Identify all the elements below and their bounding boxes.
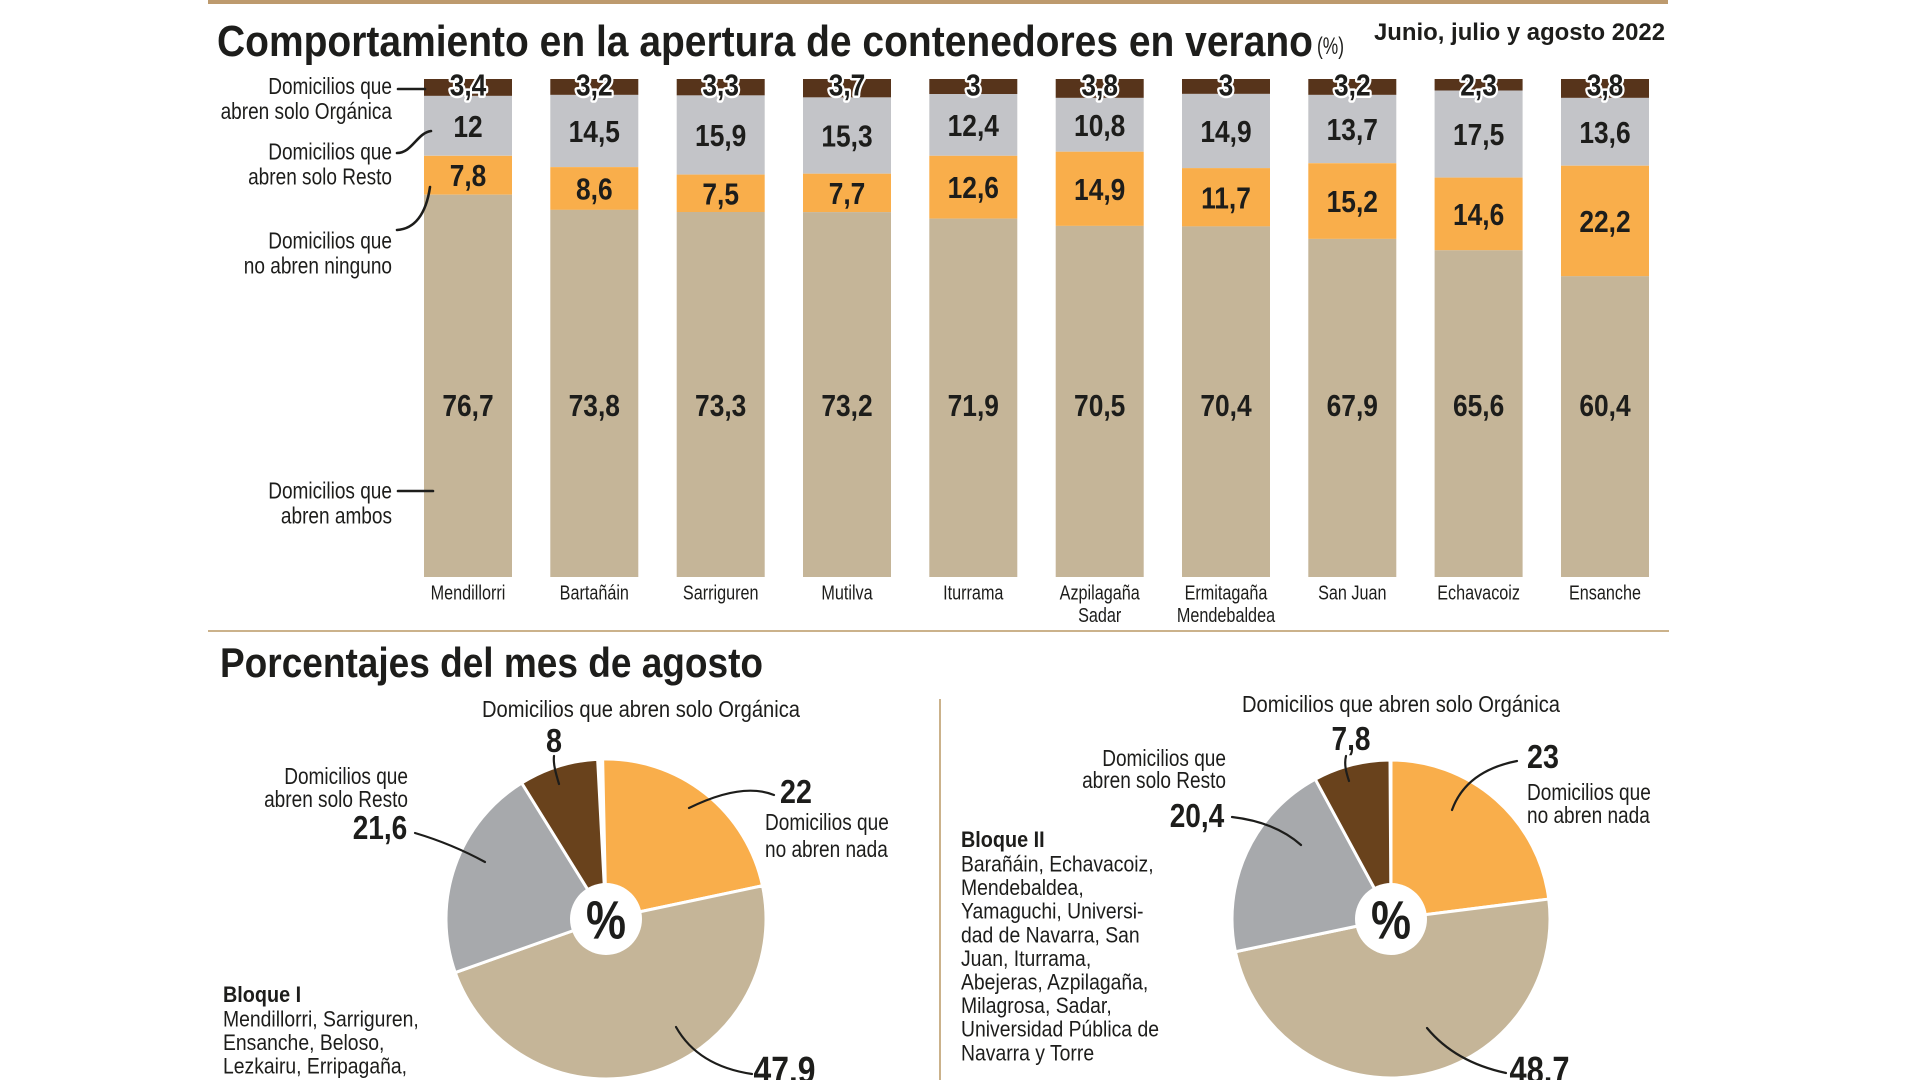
svg-text:2,3: 2,3 <box>1460 68 1497 103</box>
svg-text:Comportamiento en la apertura: Comportamiento en la apertura de contene… <box>217 17 1313 66</box>
svg-text:Junio, julio y agosto 2022: Junio, julio y agosto 2022 <box>1374 19 1665 46</box>
svg-text:13,6: 13,6 <box>1579 115 1630 150</box>
svg-text:Abejeras, Azpilagaña,: Abejeras, Azpilagaña, <box>961 970 1148 995</box>
svg-text:7,7: 7,7 <box>829 176 866 211</box>
svg-text:3,8: 3,8 <box>1081 68 1118 103</box>
svg-text:12: 12 <box>453 109 482 144</box>
svg-text:Domicilios que: Domicilios que <box>268 139 392 165</box>
svg-text:Lezkairu, Erripagaña,: Lezkairu, Erripagaña, <box>223 1054 407 1079</box>
svg-text:Bloque II: Bloque II <box>961 827 1045 852</box>
svg-text:73,3: 73,3 <box>695 388 746 423</box>
svg-text:Domicilios que: Domicilios que <box>284 763 408 789</box>
svg-text:Universidad Pública de: Universidad Pública de <box>961 1017 1159 1042</box>
svg-text:Domicilios que: Domicilios que <box>268 73 392 99</box>
svg-text:no abren nada: no abren nada <box>1527 802 1651 828</box>
svg-text:3,4: 3,4 <box>450 68 487 103</box>
svg-text:Mendillorri: Mendillorri <box>431 582 506 605</box>
svg-text:22,2: 22,2 <box>1579 204 1630 239</box>
svg-text:21,6: 21,6 <box>353 809 408 846</box>
svg-text:Navarra y Torre: Navarra y Torre <box>961 1040 1094 1065</box>
svg-text:Bloque I: Bloque I <box>223 982 301 1007</box>
svg-text:71,9: 71,9 <box>948 388 999 423</box>
svg-text:Domicilios que abren solo Orgá: Domicilios que abren solo Orgánica <box>482 696 801 722</box>
svg-text:Ensanche: Ensanche <box>1569 582 1641 605</box>
svg-text:Echavacoiz: Echavacoiz <box>1437 582 1520 605</box>
svg-text:65,6: 65,6 <box>1453 388 1504 423</box>
svg-text:8: 8 <box>546 722 562 759</box>
svg-text:Yamaguchi, Universi-: Yamaguchi, Universi- <box>961 899 1144 924</box>
svg-text:15,3: 15,3 <box>821 119 872 154</box>
svg-text:3,2: 3,2 <box>1334 68 1371 103</box>
svg-text:%: % <box>1371 891 1411 951</box>
svg-text:no abren ninguno: no abren ninguno <box>244 253 392 279</box>
svg-text:Ensanche, Beloso,: Ensanche, Beloso, <box>223 1030 384 1055</box>
svg-text:3,2: 3,2 <box>576 68 613 103</box>
svg-text:Azpilagaña: Azpilagaña <box>1060 582 1141 605</box>
svg-text:Bartañáin: Bartañáin <box>560 582 629 605</box>
svg-text:Mendebaldea,: Mendebaldea, <box>961 875 1084 900</box>
svg-text:abren solo Resto: abren solo Resto <box>248 164 392 190</box>
svg-text:3,7: 3,7 <box>829 68 866 103</box>
svg-text:12,6: 12,6 <box>948 170 999 205</box>
svg-text:7,5: 7,5 <box>702 176 739 211</box>
svg-text:10,8: 10,8 <box>1074 108 1125 143</box>
svg-text:abren solo Resto: abren solo Resto <box>1082 767 1226 793</box>
svg-text:70,5: 70,5 <box>1074 388 1125 423</box>
svg-text:7,8: 7,8 <box>1332 720 1371 757</box>
svg-text:Milagrosa, Sadar,: Milagrosa, Sadar, <box>961 993 1112 1018</box>
svg-text:Juan, Iturrama,: Juan, Iturrama, <box>961 946 1091 971</box>
svg-text:17,5: 17,5 <box>1453 117 1504 152</box>
svg-text:48,7: 48,7 <box>1510 1050 1570 1080</box>
svg-text:(%): (%) <box>1317 33 1344 60</box>
svg-text:22: 22 <box>780 773 812 810</box>
svg-text:Domicilios que: Domicilios que <box>1102 745 1226 771</box>
svg-text:Domicilios que: Domicilios que <box>268 228 392 254</box>
svg-text:Mendebaldea: Mendebaldea <box>1177 604 1276 627</box>
svg-text:15,9: 15,9 <box>695 118 746 153</box>
svg-text:%: % <box>586 891 626 951</box>
svg-text:3: 3 <box>1219 68 1234 103</box>
svg-text:11,7: 11,7 <box>1201 180 1251 215</box>
svg-text:7,8: 7,8 <box>450 158 487 193</box>
svg-text:23: 23 <box>1527 738 1559 775</box>
svg-text:Domicilios que abren solo Orgá: Domicilios que abren solo Orgánica <box>1242 691 1561 717</box>
svg-text:12,4: 12,4 <box>948 108 1000 143</box>
svg-text:70,4: 70,4 <box>1200 388 1252 423</box>
svg-text:3: 3 <box>966 68 981 103</box>
svg-text:73,2: 73,2 <box>821 388 872 423</box>
svg-text:76,7: 76,7 <box>442 388 493 423</box>
svg-text:3,3: 3,3 <box>702 68 739 103</box>
svg-text:Sadar: Sadar <box>1078 604 1121 627</box>
svg-text:14,9: 14,9 <box>1200 114 1251 149</box>
svg-text:20,4: 20,4 <box>1170 797 1225 834</box>
svg-text:14,5: 14,5 <box>569 114 620 149</box>
svg-text:Domicilios que: Domicilios que <box>765 809 889 835</box>
svg-text:3,8: 3,8 <box>1587 68 1624 103</box>
svg-text:San Juan: San Juan <box>1318 582 1386 605</box>
svg-text:Porcentajes del mes de agosto: Porcentajes del mes de agosto <box>220 639 763 686</box>
svg-text:14,6: 14,6 <box>1453 197 1504 232</box>
svg-text:abren solo Orgánica: abren solo Orgánica <box>221 98 393 124</box>
svg-text:Ermitagaña: Ermitagaña <box>1185 582 1268 605</box>
svg-text:abren solo Resto: abren solo Resto <box>264 786 408 812</box>
svg-text:Iturrama: Iturrama <box>943 582 1004 605</box>
svg-text:73,8: 73,8 <box>569 388 620 423</box>
svg-text:Mutilva: Mutilva <box>821 582 873 605</box>
svg-text:14,9: 14,9 <box>1074 172 1125 207</box>
svg-text:Sarriguren: Sarriguren <box>683 582 759 605</box>
svg-text:Barañáin, Echavacoiz,: Barañáin, Echavacoiz, <box>961 852 1154 877</box>
svg-text:Domicilios que: Domicilios que <box>268 478 392 504</box>
svg-text:no abren nada: no abren nada <box>765 836 889 862</box>
svg-text:8,6: 8,6 <box>576 172 613 207</box>
svg-text:Mendillorri, Sarriguren,: Mendillorri, Sarriguren, <box>223 1007 419 1032</box>
svg-text:15,2: 15,2 <box>1327 184 1378 219</box>
svg-text:60,4: 60,4 <box>1579 388 1631 423</box>
svg-text:47,9: 47,9 <box>754 1050 816 1080</box>
svg-text:13,7: 13,7 <box>1327 112 1378 147</box>
svg-text:dad de Navarra, San: dad de Navarra, San <box>961 922 1140 947</box>
svg-text:67,9: 67,9 <box>1327 388 1378 423</box>
svg-text:Domicilios que: Domicilios que <box>1527 779 1651 805</box>
svg-text:abren ambos: abren ambos <box>281 503 392 529</box>
